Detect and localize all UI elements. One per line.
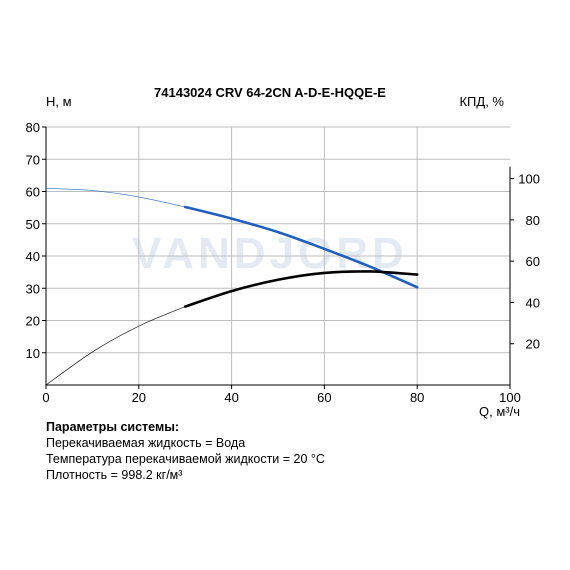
efficiency-curve-extension <box>45 306 186 386</box>
watermark: VANDJORD <box>132 229 408 278</box>
y-tick-label: 50 <box>26 217 40 232</box>
y2-tick-label: 60 <box>526 254 540 269</box>
y-tick-label: 10 <box>26 346 40 361</box>
x-tick-label: 40 <box>224 390 238 405</box>
head-curve-operating <box>183 205 419 289</box>
x-tick-label: 20 <box>132 390 146 405</box>
y2-tick-label: 20 <box>526 337 540 352</box>
grid <box>46 126 510 385</box>
y2-tick-label: 40 <box>526 295 540 310</box>
head-curve-extension <box>45 187 186 208</box>
x-axis-label: Q, м³/ч <box>479 404 520 419</box>
y-tick-label: 30 <box>26 281 40 296</box>
chart-title: 74143024 CRV 64-2CN A-D-E-HQQE-E <box>154 85 386 100</box>
y-tick-label: 60 <box>26 185 40 200</box>
y-tick-label: 40 <box>26 249 40 264</box>
y2-tick-label: 80 <box>526 213 540 228</box>
y2-tick-label: 100 <box>518 172 540 187</box>
system-parameters-title: Параметры системы: <box>46 420 180 434</box>
x-tick-label: 0 <box>42 390 49 405</box>
curves <box>45 187 419 386</box>
system-parameters: Параметры системы: Перекачиваемая жидкос… <box>46 419 325 483</box>
param-line: Перекачиваемая жидкость = Вода <box>46 436 246 450</box>
efficiency-curve-operating <box>183 270 419 308</box>
x-tick-label: 80 <box>410 390 424 405</box>
y2-axis-label: КПД, % <box>459 94 504 109</box>
param-line: Температура перекачиваемой жидкости = 20… <box>46 452 325 466</box>
param-line: Плотность = 998.2 кг/м³ <box>46 468 183 482</box>
x-tick-label: 60 <box>317 390 331 405</box>
axes <box>42 126 514 389</box>
y-tick-label: 20 <box>26 314 40 329</box>
x-tick-label: 100 <box>499 390 521 405</box>
y-axis-label: H, м <box>46 94 72 109</box>
y-tick-label: 70 <box>26 152 40 167</box>
y-tick-label: 80 <box>26 120 40 135</box>
tick-labels: 0 20 40 60 80 100 10 20 30 40 50 60 70 80 20 40 60 80 100 <box>26 120 540 405</box>
